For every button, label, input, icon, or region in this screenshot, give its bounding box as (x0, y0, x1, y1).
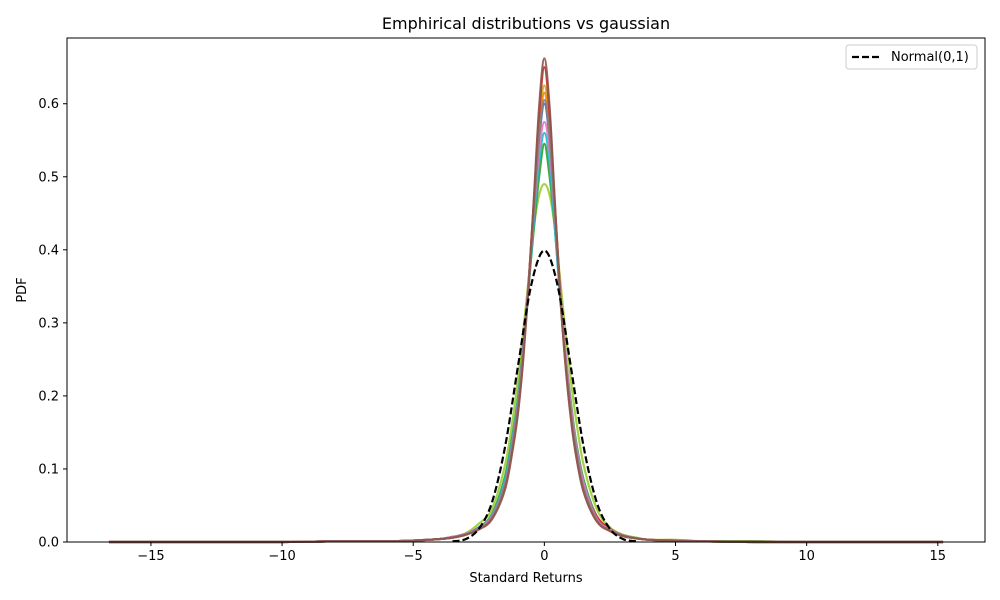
y-tick-label: 0.5 (38, 170, 59, 185)
x-axis: −15 −10 −5 0 5 10 15 (137, 542, 946, 564)
chart-title: Emphirical distributions vs gaussian (382, 14, 670, 33)
y-tick-label: 0.4 (38, 243, 59, 258)
x-tick-label: 5 (671, 549, 679, 564)
series-line-1 (108, 182, 944, 544)
legend-box (845, 44, 978, 70)
y-axis-label: PDF (15, 277, 30, 302)
normal-reference-line (452, 249, 637, 543)
legend: Normal(0,1) (845, 44, 978, 70)
legend-label-normal: Normal(0,1) (891, 50, 969, 65)
plot-area (108, 57, 944, 544)
x-tick-label: −10 (268, 549, 295, 564)
y-tick-label: 0.2 (38, 389, 59, 404)
y-axis: 0.0 0.1 0.2 0.3 0.4 0.5 0.6 (38, 97, 67, 551)
y-tick-label: 0.1 (38, 462, 59, 477)
y-tick-label: 0.6 (38, 97, 59, 112)
series-line-10 (108, 57, 944, 544)
y-tick-label: 0.0 (38, 536, 59, 551)
x-tick-label: 15 (930, 549, 947, 564)
x-tick-label: −15 (137, 549, 164, 564)
x-tick-label: −5 (404, 549, 423, 564)
series-line-3 (108, 131, 944, 544)
x-tick-label: 10 (798, 549, 815, 564)
y-tick-label: 0.3 (38, 316, 59, 331)
plot-frame (66, 37, 986, 543)
series-line-2 (108, 142, 944, 544)
x-tick-label: 0 (540, 549, 548, 564)
x-axis-label: Standard Returns (469, 571, 582, 586)
